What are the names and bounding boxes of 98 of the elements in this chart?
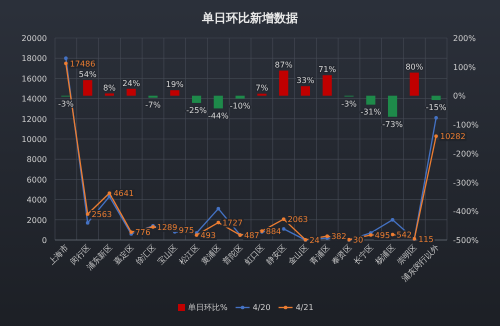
y2-tick-label: 100% [453,62,476,72]
point [216,220,220,224]
data-label: -25% [186,106,208,115]
y-tick-label: 10000 [22,135,47,144]
x-tick-label: 长宁区 [352,243,376,266]
point [434,116,438,120]
data-label: 71% [318,65,337,74]
data-label: 495 [374,231,390,240]
legend-label: 4/20 [252,303,271,312]
point [390,218,394,222]
data-label: -44% [208,111,230,120]
data-label: 19% [166,80,184,90]
data-label: 7% [256,84,269,93]
data-label: 487 [244,231,260,240]
point [64,62,68,66]
data-label: 54% [78,70,97,80]
bar [236,96,245,99]
point [108,191,112,195]
point [390,232,394,236]
y-tick-label: 14000 [22,94,47,104]
y2-tick-label: -300% [453,178,480,188]
bar [410,72,419,96]
y2-tick-label: -400% [453,207,480,216]
legend-label: 4/21 [296,303,314,312]
x-tick-label: 上海市 [46,243,70,266]
bar [83,80,92,96]
data-label: 776 [135,228,151,238]
y-tick-label: 20000 [22,34,47,43]
y-tick-label: 6000 [26,175,47,184]
y-tick-label: 8000 [26,155,47,164]
bar [192,96,202,103]
point [86,212,90,216]
bar [279,70,288,96]
y2-tick-label: -200% [453,149,480,158]
bar [170,90,180,96]
data-label: 382 [331,232,347,242]
bar [126,88,136,96]
x-tick-label: 青浦区 [308,243,332,266]
data-label: 542 [396,230,412,240]
data-label: 24 [309,236,320,245]
x-tick-label: 静安区 [264,243,288,266]
data-label: 17486 [70,59,96,68]
data-label: 2563 [92,210,112,220]
x-tick-label: 黄浦区 [199,243,223,266]
point [282,227,286,231]
y2-tick-label: 0% [453,92,466,101]
data-label: 975 [178,226,194,236]
data-label: -73% [382,120,404,129]
y-tick-label: 4000 [26,196,47,205]
data-label: 30 [353,236,364,245]
point [216,206,220,210]
y-tick-label: 18000 [22,54,47,64]
x-tick-label: 杨浦区 [372,243,397,268]
point [64,56,68,60]
point [282,217,286,221]
y2-tick-label: -500% [453,236,480,245]
x-tick-label: 嘉定区 [112,243,136,266]
data-label: -15% [426,103,447,112]
data-label: 87% [274,60,293,70]
point [86,221,90,225]
point [434,134,438,138]
y2-tick-label: 200% [453,34,476,43]
data-label: -31% [360,108,382,117]
data-label: -3% [341,100,358,109]
data-label: 884 [266,227,282,236]
data-label: 33% [296,76,315,86]
data-label: 1727 [222,218,243,228]
data-label: -7% [145,100,162,110]
y2-tick-label: -100% [453,120,480,130]
bar [432,96,441,100]
data-label: -10% [230,102,251,111]
x-tick-label: 松江区 [178,243,201,266]
legend-label: 单日环比% [188,303,228,312]
bar [214,96,223,108]
y-tick-label: 2000 [26,216,47,225]
data-label: 2063 [288,215,308,224]
x-tick-label: 虹口区 [242,243,266,266]
data-label: 493 [200,231,216,240]
bar [300,86,310,96]
x-tick-label: 金山区 [286,243,310,266]
data-label: 10282 [440,132,466,142]
bar [322,75,332,96]
y-tick-label: 12000 [22,114,47,124]
data-label: 4641 [113,189,134,198]
chart-title: 单日环比新增数据 [201,11,298,25]
x-tick-label: 徐汇区 [134,243,158,266]
x-tick-label: 宝山区 [156,243,180,266]
bar [388,96,398,117]
data-label: 8% [103,83,116,92]
bar [366,96,376,105]
x-tick-label: 奉贤区 [330,243,354,266]
y-tick-label: 0 [42,236,47,245]
y-tick-label: 16000 [22,74,47,84]
data-label: 1289 [157,222,178,232]
data-label: 80% [405,62,424,72]
data-label: 115 [418,234,434,244]
x-tick-label: 普陀区 [221,243,245,266]
data-label: 24% [122,78,141,88]
